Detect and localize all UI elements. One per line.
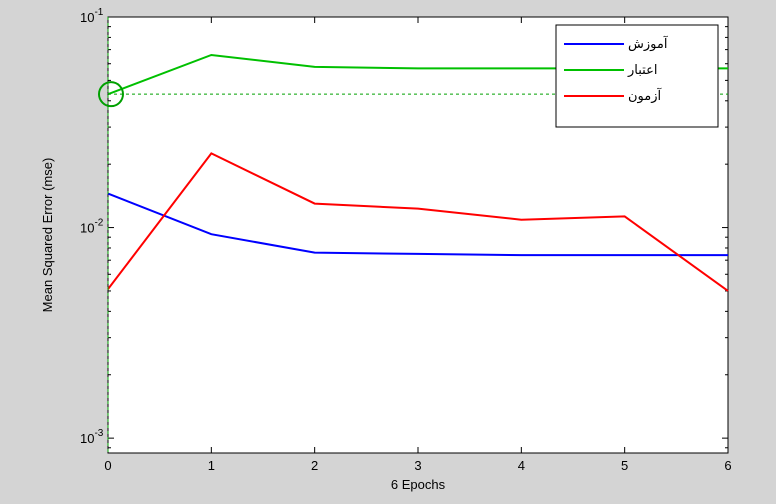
legend-label: آزمون: [628, 87, 663, 104]
y-tick-label: 10-3: [80, 428, 104, 446]
legend: آموزش اعتبار آزمون: [555, 24, 719, 128]
series-line-2: [107, 152, 729, 292]
legend-label: اعتبار: [627, 63, 657, 78]
x-tick-label: 6: [724, 458, 731, 473]
x-tick-label: 5: [621, 458, 628, 473]
series-line-0: [107, 192, 728, 257]
legend-box: [555, 24, 719, 128]
legend-label: آموزش: [628, 35, 669, 52]
x-tick-label: 2: [311, 458, 318, 473]
x-tick-label: 3: [414, 458, 421, 473]
y-axis-label: Mean Squared Error (mse): [40, 158, 55, 313]
x-tick-label: 4: [518, 458, 525, 473]
x-axis-label: 6 Epochs: [391, 477, 446, 492]
axis-ticks: 0 1 2 3 4 5 6 10-1 10-2 10-3: [80, 7, 732, 473]
y-tick-label: 10-1: [80, 7, 104, 25]
best-point-marker: [98, 81, 124, 108]
y-tick-label: 10-2: [80, 218, 104, 236]
x-tick-label: 0: [104, 458, 111, 473]
x-tick-label: 1: [208, 458, 215, 473]
